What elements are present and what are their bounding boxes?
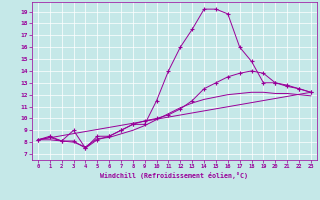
X-axis label: Windchill (Refroidissement éolien,°C): Windchill (Refroidissement éolien,°C) [100,172,248,179]
